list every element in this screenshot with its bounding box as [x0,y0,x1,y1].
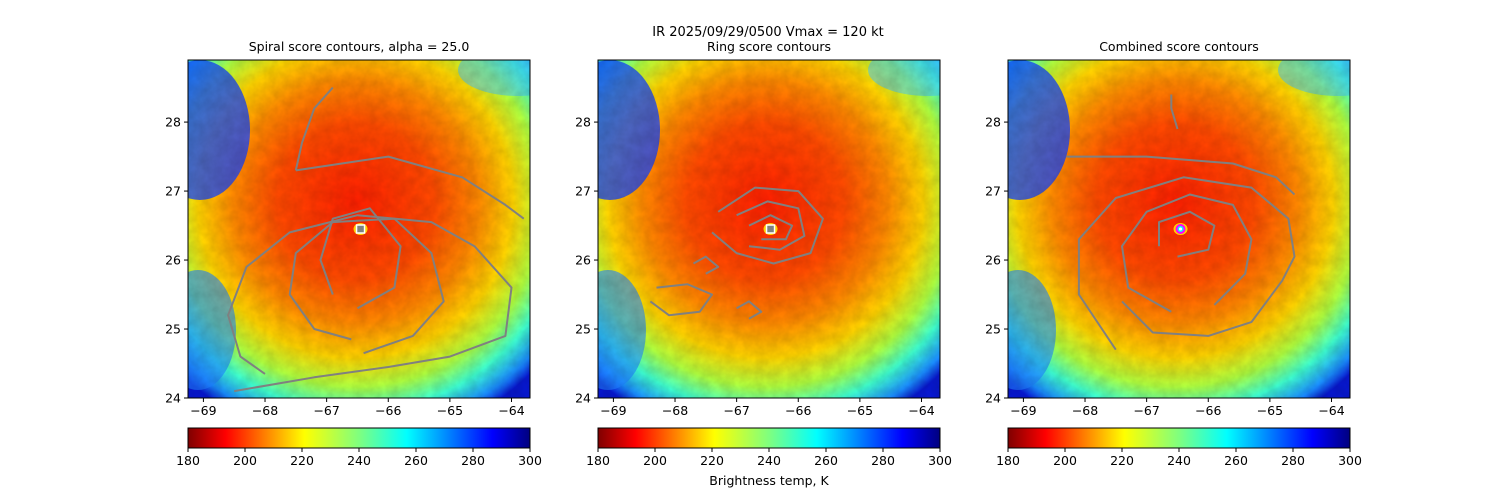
colorbar-tick-label: 220 [700,453,724,468]
contour-line-4 [649,283,713,317]
contour-line-6 [736,300,763,320]
axes-frame [1007,59,1351,399]
colorbar-tick-label: 220 [1110,453,1134,468]
colorbar-tick-label: 300 [518,453,542,468]
colorbar-tick-label: 260 [814,453,838,468]
y-tick-label: 28 [165,115,181,130]
contour-line-1 [227,214,513,393]
ir-heatmap [1008,60,1350,398]
colorbar-tick-label: 300 [928,453,952,468]
x-tick-label: −68 [662,403,688,418]
colorbar-tick-label: 300 [1338,453,1362,468]
colorbar-tick-label: 180 [176,453,200,468]
panel-title: Combined score contours [1099,39,1259,54]
colorbar-tick-label: 220 [290,453,314,468]
x-tick-label: −67 [723,403,749,418]
x-tick-label: −65 [437,403,463,418]
y-tick-label: 28 [575,115,591,130]
colorbar-tick-label: 280 [871,453,895,468]
center-marker [765,224,776,234]
contour-line-2 [736,200,806,251]
x-tick-label: −66 [785,403,811,418]
y-tick-label: 26 [165,253,181,268]
contour-line-1 [711,186,824,265]
colorbar: 180 200 220 240 260 280 300 [176,427,542,468]
y-tick-label: 27 [575,184,591,199]
colorbar: 180 200 220 240 260 280 300 Brightness temp, K [586,427,952,488]
y-tick-label: 24 [985,391,1001,406]
x-tick-label: −65 [1257,403,1283,418]
x-tick-label: −68 [252,403,278,418]
x-tick-label: −64 [908,403,934,418]
ir-heatmap [188,60,530,398]
colorbar-tick-label: 180 [586,453,610,468]
y-tick-label: 27 [165,184,181,199]
axes-frame [187,59,531,399]
colorbar-tick-label: 260 [1224,453,1248,468]
y-tick-label: 24 [575,391,591,406]
panel-3: Combined score contours −69 −68 −67 −66 −65 −6… [985,39,1362,468]
panel-1: Spiral score contours, alpha = 25.0 −69 −6… [165,39,542,468]
colorbar-tick-label: 200 [643,453,667,468]
score-contours [1066,94,1296,351]
contour-line-3 [1158,210,1216,258]
x-tick-label: −69 [600,403,626,418]
axes-frame [597,59,941,399]
contour-line-2 [288,217,445,355]
contour-line-4 [295,155,525,220]
y-tick-label: 28 [985,115,1001,130]
colorbar-tick-label: 280 [461,453,485,468]
x-tick-label: −66 [1195,403,1221,418]
y-tick-label: 27 [985,184,1001,199]
y-tick-label: 25 [575,322,591,337]
ir-heatmap [598,60,940,398]
y-tick-label: 25 [165,322,181,337]
panel-2: Ring score contours −69 −68 −67 −66 −65 −64 24 2… [575,39,952,488]
contour-line-2 [1121,193,1253,313]
colorbar-tick-label: 180 [996,453,1020,468]
contour-line-5 [1170,94,1179,130]
contour-line-5 [693,255,720,275]
score-contours [649,186,824,320]
center-marker [355,224,366,234]
x-tick-label: −67 [1133,403,1159,418]
x-tick-label: −65 [847,403,873,418]
colorbar-tick-label: 200 [1053,453,1077,468]
x-tick-label: −69 [1010,403,1036,418]
colorbar-label: Brightness temp, K [709,473,829,488]
score-contours [227,86,525,393]
x-tick-label: −68 [1072,403,1098,418]
colorbar-tick-label: 240 [347,453,371,468]
x-tick-label: −64 [498,403,524,418]
colorbar-tick-label: 260 [404,453,428,468]
figure-suptitle: IR 2025/09/29/0500 Vmax = 120 kt [652,25,883,40]
colorbar-tick-label: 240 [1167,453,1191,468]
colorbar: 180 200 220 240 260 280 300 [996,427,1362,468]
contour-line-4 [1066,155,1296,196]
y-tick-label: 24 [165,391,181,406]
colorbar-tick-label: 200 [233,453,257,468]
panel-title: Ring score contours [707,39,831,54]
center-marker [1175,224,1186,234]
x-tick-label: −69 [190,403,216,418]
x-tick-label: −66 [375,403,401,418]
panel-title: Spiral score contours, alpha = 25.0 [249,39,470,54]
contour-line-3 [319,207,402,310]
y-tick-label: 25 [985,322,1001,337]
contour-line-3 [748,214,794,241]
y-tick-label: 26 [985,253,1001,268]
contour-line-1 [1077,176,1296,351]
contour-line-5 [294,86,334,171]
colorbar-tick-label: 280 [1281,453,1305,468]
colorbar-tick-label: 240 [757,453,781,468]
x-tick-label: −64 [1318,403,1344,418]
y-tick-label: 26 [575,253,591,268]
x-tick-label: −67 [313,403,339,418]
